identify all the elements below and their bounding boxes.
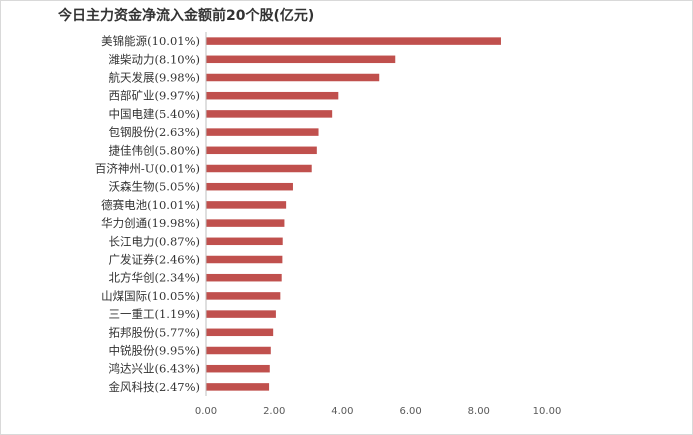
bar-5 <box>206 128 319 136</box>
bar-19 <box>206 383 270 391</box>
category-label-8: 沃森生物(5.05%) <box>108 180 200 194</box>
category-label-7: 百济神州-U(0.01%) <box>95 162 200 176</box>
category-label-10: 华力创通(19.98%) <box>101 216 200 230</box>
bar-4 <box>206 110 333 118</box>
category-label-14: 山煤国际(10.05%) <box>101 289 200 303</box>
category-label-0: 美锦能源(10.01%) <box>101 34 200 48</box>
category-label-17: 中锐股份(9.95%) <box>108 344 200 358</box>
category-label-16: 拓邦股份(5.77%) <box>108 325 200 339</box>
bar-17 <box>206 346 271 355</box>
category-label-11: 长江电力(0.87%) <box>108 234 200 248</box>
x-tick-label-5: 10.00 <box>533 406 562 417</box>
category-label-19: 金风科技(2.47%) <box>108 380 200 394</box>
x-tick-label-1: 2.00 <box>263 406 285 417</box>
chart-title: 今日主力资金净流入金额前20个股(亿元) <box>58 8 315 24</box>
bar-6 <box>206 146 317 155</box>
category-label-15: 三一重工(1.19%) <box>108 307 200 321</box>
bar-8 <box>206 182 293 191</box>
bars-group <box>206 37 501 391</box>
category-labels: 美锦能源(10.01%) 潍柴动力(8.10%) 航天发展(9.98%) 西部矿业(9… <box>95 34 200 394</box>
bar-13 <box>206 273 282 282</box>
x-tick-label-0: 0.00 <box>195 406 217 417</box>
x-tick-label-3: 6.00 <box>399 406 421 417</box>
bar-0 <box>206 37 501 45</box>
bar-7 <box>206 164 312 173</box>
x-tick-label-4: 8.00 <box>468 406 490 417</box>
bar-10 <box>206 219 285 227</box>
bar-18 <box>206 364 270 373</box>
category-label-4: 中国电建(5.40%) <box>108 107 200 121</box>
category-label-13: 北方华创(2.34%) <box>108 271 200 285</box>
bar-1 <box>206 55 396 64</box>
bar-16 <box>206 328 274 337</box>
category-label-12: 广发证券(2.46%) <box>108 253 200 267</box>
category-label-2: 航天发展(9.98%) <box>108 71 200 85</box>
x-tick-label-2: 4.00 <box>331 406 353 417</box>
bar-14 <box>206 292 281 300</box>
category-label-9: 德赛电池(10.01%) <box>101 198 200 212</box>
bar-12 <box>206 255 283 264</box>
category-label-3: 西部矿业(9.97%) <box>108 89 200 103</box>
category-label-6: 捷佳伟创(5.80%) <box>108 143 200 157</box>
bar-2 <box>206 73 380 82</box>
category-label-1: 潍柴动力(8.10%) <box>108 52 200 66</box>
category-label-18: 鸿达兴业(6.43%) <box>108 362 200 376</box>
tick-labels: 0.00 2.00 4.00 6.00 8.00 10.00 <box>195 406 561 417</box>
bar-9 <box>206 201 287 209</box>
bar-15 <box>206 310 276 318</box>
category-label-5: 包钢股份(2.63%) <box>108 125 200 139</box>
bar-11 <box>206 237 283 246</box>
bar-3 <box>206 91 339 100</box>
